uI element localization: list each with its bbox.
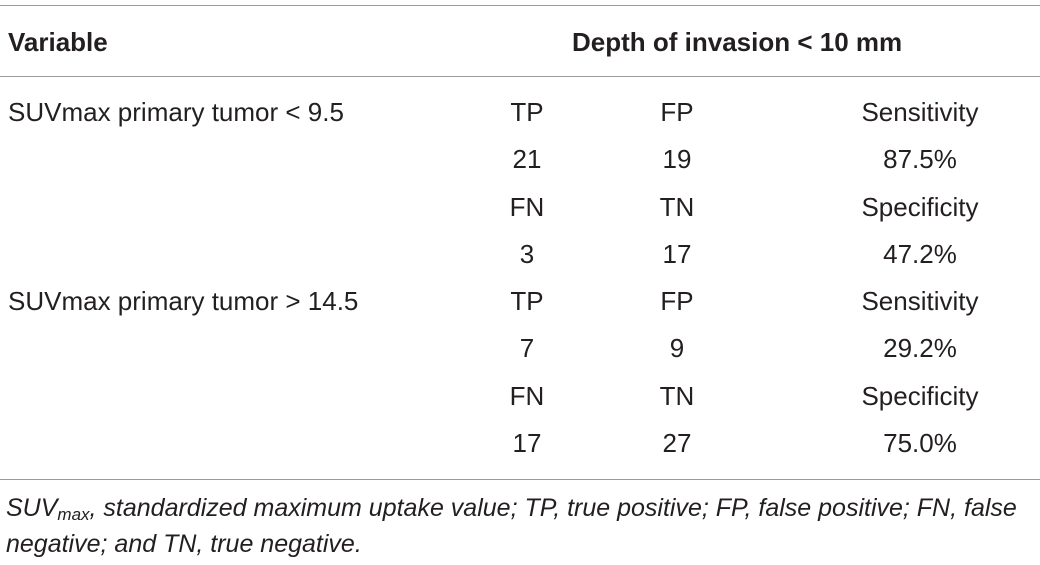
table-cell: Specificity [861,381,979,411]
table-cell: 75.0% [883,428,957,458]
table-cell: TP [510,286,544,316]
row-label-suvmax-lt-9-5: SUVmax primary tumor < 9.5 [8,97,344,127]
table-bottom-rule [0,479,1040,480]
table-cell: 21 [512,144,542,174]
footnote-suv-subscript: max [57,505,90,524]
header-variable: Variable [8,27,108,57]
table-cell: TP [510,97,544,127]
footnote-text: , standardized maximum uptake value; TP,… [6,494,1017,558]
table-cell: 17 [662,239,692,269]
table-footnote: SUVmax, standardized maximum uptake valu… [6,490,1036,562]
table-cell: FN [509,381,545,411]
table-cell: 47.2% [883,239,957,269]
table-top-rule [0,5,1040,6]
table-cell: TN [659,192,695,222]
table-cell: 29.2% [883,333,957,363]
table-cell: 17 [512,428,542,458]
table-cell: 87.5% [883,144,957,174]
table-cell: Sensitivity [861,97,979,127]
header-depth-of-invasion: Depth of invasion < 10 mm [572,27,903,57]
footnote-suv: SUV [6,494,58,522]
table-cell: 27 [662,428,692,458]
table-cell: FN [509,192,545,222]
row-label-suvmax-gt-14-5: SUVmax primary tumor > 14.5 [8,286,359,316]
header-rule [0,76,1040,77]
table-cell: TN [659,381,695,411]
table-cell: FP [660,286,694,316]
table-cell: 3 [519,239,535,269]
table-cell: Sensitivity [861,286,979,316]
table-cell: 7 [519,333,535,363]
table-cell: Specificity [861,192,979,222]
table-cell: FP [660,97,694,127]
table-cell: 9 [669,333,685,363]
table-cell: 19 [662,144,692,174]
